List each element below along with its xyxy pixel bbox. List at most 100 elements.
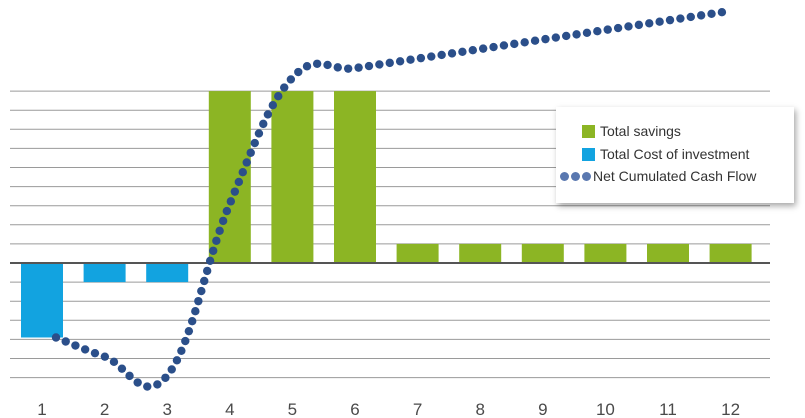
- line-point: [333, 63, 342, 72]
- line-point: [100, 352, 110, 361]
- line-point: [572, 30, 581, 39]
- line-point: [222, 206, 232, 216]
- bar-savings: [396, 243, 439, 263]
- line-point: [161, 373, 170, 382]
- cash-flow-line: [51, 8, 727, 391]
- bars: [21, 91, 752, 338]
- line-point: [676, 14, 685, 23]
- line-point: [153, 380, 162, 389]
- line-point: [263, 110, 273, 119]
- line-point: [499, 41, 509, 50]
- bar-cost: [21, 263, 63, 338]
- x-tick-label: 1: [37, 400, 46, 418]
- x-tick-label: 8: [475, 400, 484, 418]
- line-point: [246, 148, 255, 157]
- line-point: [696, 11, 706, 20]
- line-point: [234, 177, 244, 187]
- line-point: [603, 25, 612, 34]
- legend-item-cash-flow: Net Cumulated Cash Flow: [560, 168, 756, 184]
- line-point: [208, 246, 218, 255]
- x-tick-label: 9: [538, 400, 547, 418]
- bar-savings: [584, 243, 627, 263]
- x-tick-label: 3: [162, 400, 171, 418]
- line-point: [254, 129, 264, 138]
- line-point: [230, 187, 240, 196]
- legend-swatch-savings: [582, 124, 595, 138]
- line-point: [302, 62, 312, 71]
- line-point: [238, 168, 247, 177]
- line-point: [109, 357, 119, 367]
- line-point: [624, 22, 633, 31]
- line-point: [268, 100, 278, 110]
- line-point: [343, 64, 353, 73]
- line-point: [530, 36, 540, 45]
- line-point: [707, 9, 716, 18]
- line-point: [205, 256, 215, 266]
- line-point: [167, 365, 176, 374]
- line-point: [191, 306, 200, 316]
- line-point: [478, 44, 488, 53]
- line-point: [80, 345, 90, 354]
- x-tick-label: 10: [596, 400, 615, 418]
- line-point: [226, 197, 236, 206]
- x-tick-label: 4: [225, 400, 234, 418]
- line-point: [197, 286, 206, 296]
- line-point: [71, 341, 80, 350]
- line-point: [133, 378, 142, 387]
- line-point: [458, 47, 467, 56]
- line-point: [125, 371, 134, 381]
- line-point: [212, 236, 221, 245]
- line-point: [427, 52, 436, 61]
- line-point: [406, 55, 415, 64]
- line-point: [364, 61, 374, 71]
- bar-savings: [334, 91, 376, 263]
- bar-cost: [83, 263, 126, 283]
- line-point: [181, 336, 190, 346]
- line-point: [562, 31, 571, 41]
- line-point: [202, 266, 212, 276]
- bar-savings: [459, 243, 502, 263]
- line-point: [634, 20, 644, 30]
- bar-savings: [271, 91, 314, 263]
- line-point: [551, 33, 561, 42]
- bar-cost: [146, 263, 189, 283]
- bar-savings: [521, 243, 564, 263]
- legend: Total savings Total Cost of investment N…: [556, 107, 794, 203]
- line-point: [177, 346, 186, 355]
- x-tick-label: 6: [350, 400, 359, 418]
- line-point: [510, 39, 519, 49]
- line-point: [686, 12, 695, 22]
- line-point: [215, 226, 224, 235]
- line-point: [242, 158, 251, 167]
- x-tick-label: 12: [721, 400, 740, 418]
- line-point: [375, 60, 384, 69]
- line-point: [200, 276, 209, 286]
- line-point: [218, 216, 228, 226]
- legend-swatch-cost: [582, 147, 595, 161]
- line-point: [90, 348, 100, 358]
- line-point: [665, 15, 675, 25]
- line-point: [385, 58, 394, 68]
- line-point: [613, 23, 623, 33]
- line-point: [172, 356, 182, 365]
- legend-item-cost: Total Cost of investment: [582, 146, 749, 162]
- line-point: [717, 8, 727, 17]
- legend-item-savings: Total savings: [582, 123, 681, 139]
- bar-savings: [709, 243, 752, 263]
- x-tick-labels: 1 2 3 4 5 6 7 8 9 10 11 12: [37, 400, 740, 418]
- line-point: [489, 42, 498, 52]
- line-point: [655, 17, 664, 26]
- x-tick-label: 5: [288, 400, 297, 418]
- line-point: [582, 28, 592, 37]
- line-point: [395, 57, 405, 66]
- x-tick-label: 7: [413, 400, 422, 418]
- line-point: [274, 91, 283, 101]
- x-tick-label: 2: [100, 400, 109, 418]
- line-point: [143, 382, 152, 391]
- line-point: [294, 67, 303, 77]
- legend-swatch-cash-flow: [560, 171, 591, 181]
- line-point: [468, 46, 477, 55]
- line-point: [447, 49, 457, 58]
- legend-label-savings: Total savings: [600, 123, 681, 139]
